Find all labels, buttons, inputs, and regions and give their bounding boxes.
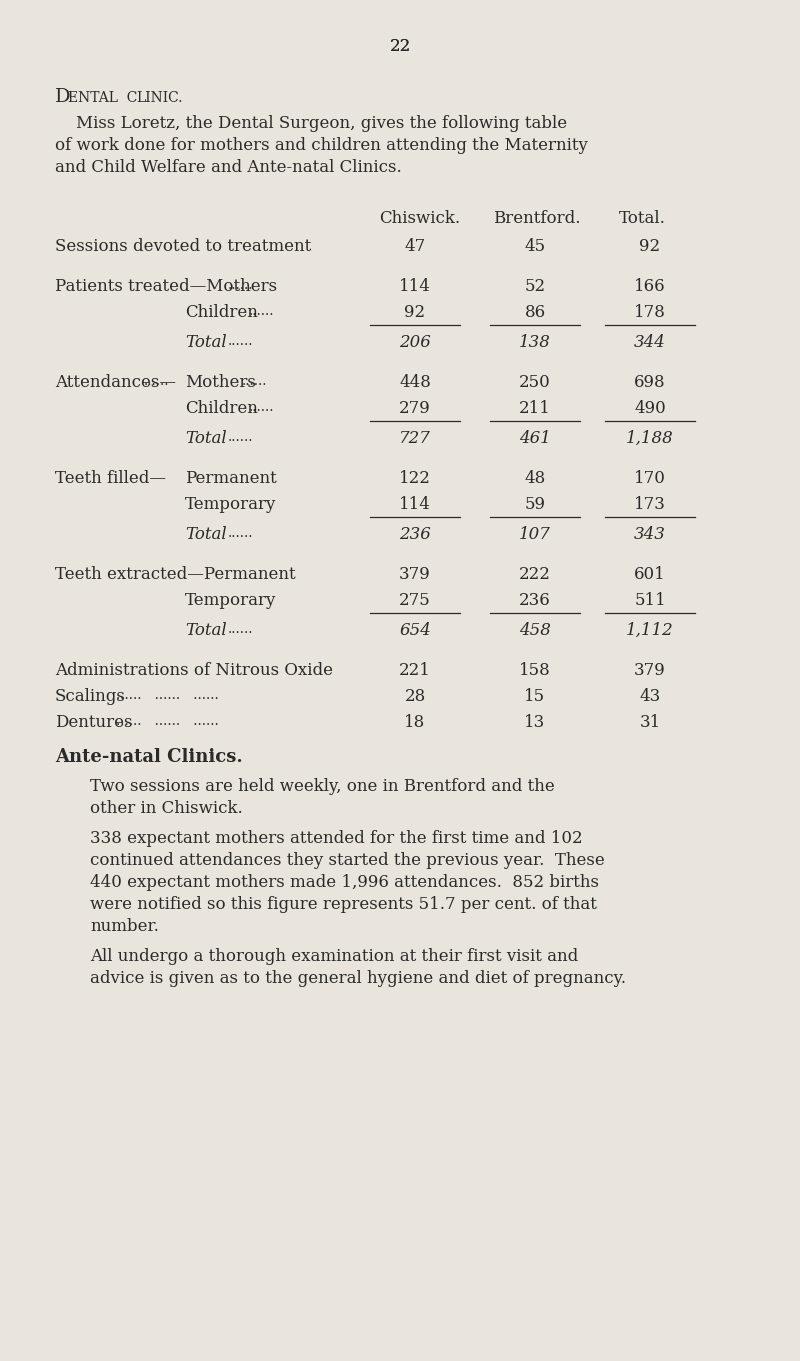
Text: 114: 114 [399,278,431,295]
Text: ......: ...... [228,278,254,293]
Text: continued attendances they started the previous year.  These: continued attendances they started the p… [90,852,605,870]
Text: 250: 250 [519,374,551,391]
Text: 47: 47 [404,238,426,255]
Text: 31: 31 [639,715,661,731]
Text: were notified so this figure represents 51.7 per cent. of that: were notified so this figure represents … [90,896,597,913]
Text: 1,112: 1,112 [626,622,674,640]
Text: ......   ......   ......: ...... ...... ...... [116,689,218,702]
Text: 338 expectant mothers attended for the first time and 102: 338 expectant mothers attended for the f… [90,830,582,847]
Text: 92: 92 [405,304,426,321]
Text: 440 expectant mothers made 1,996 attendances.  852 births: 440 expectant mothers made 1,996 attenda… [90,874,599,891]
Text: All undergo a thorough examination at their first visit and: All undergo a thorough examination at th… [90,949,578,965]
Text: Temporary: Temporary [185,592,276,608]
Text: Scalings: Scalings [55,689,126,705]
Text: 601: 601 [634,566,666,583]
Text: 211: 211 [519,400,551,416]
Text: ......: ...... [228,430,254,444]
Text: 178: 178 [634,304,666,321]
Text: Teeth filled—: Teeth filled— [55,470,166,487]
Text: Sessions devoted to treatment: Sessions devoted to treatment [55,238,311,255]
Text: 48: 48 [524,470,546,487]
Text: 461: 461 [519,430,551,446]
Text: 236: 236 [519,592,551,608]
Text: 22: 22 [390,38,410,54]
Text: Brentford.: Brentford. [494,210,581,227]
Text: Permanent: Permanent [185,470,277,487]
Text: 236: 236 [399,525,431,543]
Text: Patients treated—Mothers: Patients treated—Mothers [55,278,277,295]
Text: Dentures: Dentures [55,715,133,731]
Text: 158: 158 [519,661,551,679]
Text: 166: 166 [634,278,666,295]
Text: 275: 275 [399,592,431,608]
Text: 86: 86 [525,304,546,321]
Text: 114: 114 [399,495,431,513]
Text: 511: 511 [634,592,666,608]
Text: 344: 344 [634,333,666,351]
Text: 379: 379 [634,661,666,679]
Text: 18: 18 [404,715,426,731]
Text: LINIC.: LINIC. [136,91,182,105]
Text: 698: 698 [634,374,666,391]
Text: Children: Children [185,400,258,416]
Text: other in Chiswick.: other in Chiswick. [90,800,242,817]
Text: ......: ...... [228,333,254,348]
Text: number.: number. [90,919,159,935]
Text: Mothers: Mothers [185,374,256,391]
Text: 727: 727 [399,430,431,446]
Text: ......: ...... [249,304,274,318]
Text: 45: 45 [525,238,546,255]
Text: Total: Total [185,333,226,351]
Text: 654: 654 [399,622,431,640]
Text: ......: ...... [144,374,170,388]
Text: Ante-natal Clinics.: Ante-natal Clinics. [55,749,242,766]
Text: Total: Total [185,525,226,543]
Text: Chiswick.: Chiswick. [379,210,461,227]
Text: Two sessions are held weekly, one in Brentford and the: Two sessions are held weekly, one in Bre… [90,778,554,795]
Text: 279: 279 [399,400,431,416]
Text: 138: 138 [519,333,551,351]
Text: Attendances—: Attendances— [55,374,176,391]
Text: 122: 122 [399,470,431,487]
Text: Total.: Total. [618,210,666,227]
Text: 173: 173 [634,495,666,513]
Text: Children: Children [185,304,258,321]
Text: 379: 379 [399,566,431,583]
Text: 15: 15 [525,689,546,705]
Text: 52: 52 [525,278,546,295]
Text: Total: Total [185,430,226,446]
Text: ......: ...... [249,400,274,414]
Text: Temporary: Temporary [185,495,276,513]
Text: and Child Welfare and Ante-natal Clinics.: and Child Welfare and Ante-natal Clinics… [55,159,402,176]
Text: ......: ...... [228,525,254,540]
Text: 343: 343 [634,525,666,543]
Text: ......   ......   ......: ...... ...... ...... [116,715,218,728]
Text: ENTAL  C: ENTAL C [68,91,138,105]
Text: of work done for mothers and children attending the Maternity: of work done for mothers and children at… [55,137,588,154]
Text: 43: 43 [639,689,661,705]
Text: 28: 28 [404,689,426,705]
Text: ......: ...... [242,374,267,388]
Text: Miss Loretz, the Dental Surgeon, gives the following table: Miss Loretz, the Dental Surgeon, gives t… [55,114,567,132]
Text: 92: 92 [639,238,661,255]
Text: 1,188: 1,188 [626,430,674,446]
Text: 490: 490 [634,400,666,416]
Text: 448: 448 [399,374,431,391]
Text: 458: 458 [519,622,551,640]
Text: Teeth extracted—Permanent: Teeth extracted—Permanent [55,566,296,583]
Text: Total: Total [185,622,226,640]
Text: 222: 222 [519,566,551,583]
Text: 107: 107 [519,525,551,543]
Text: D: D [55,88,70,106]
Text: 170: 170 [634,470,666,487]
Text: 221: 221 [399,661,431,679]
Text: Administrations of Nitrous Oxide: Administrations of Nitrous Oxide [55,661,333,679]
Text: ......: ...... [228,622,254,636]
Text: advice is given as to the general hygiene and diet of pregnancy.: advice is given as to the general hygien… [90,970,626,987]
Text: 59: 59 [525,495,546,513]
Text: 22: 22 [390,38,410,54]
Text: 206: 206 [399,333,431,351]
Text: 13: 13 [524,715,546,731]
